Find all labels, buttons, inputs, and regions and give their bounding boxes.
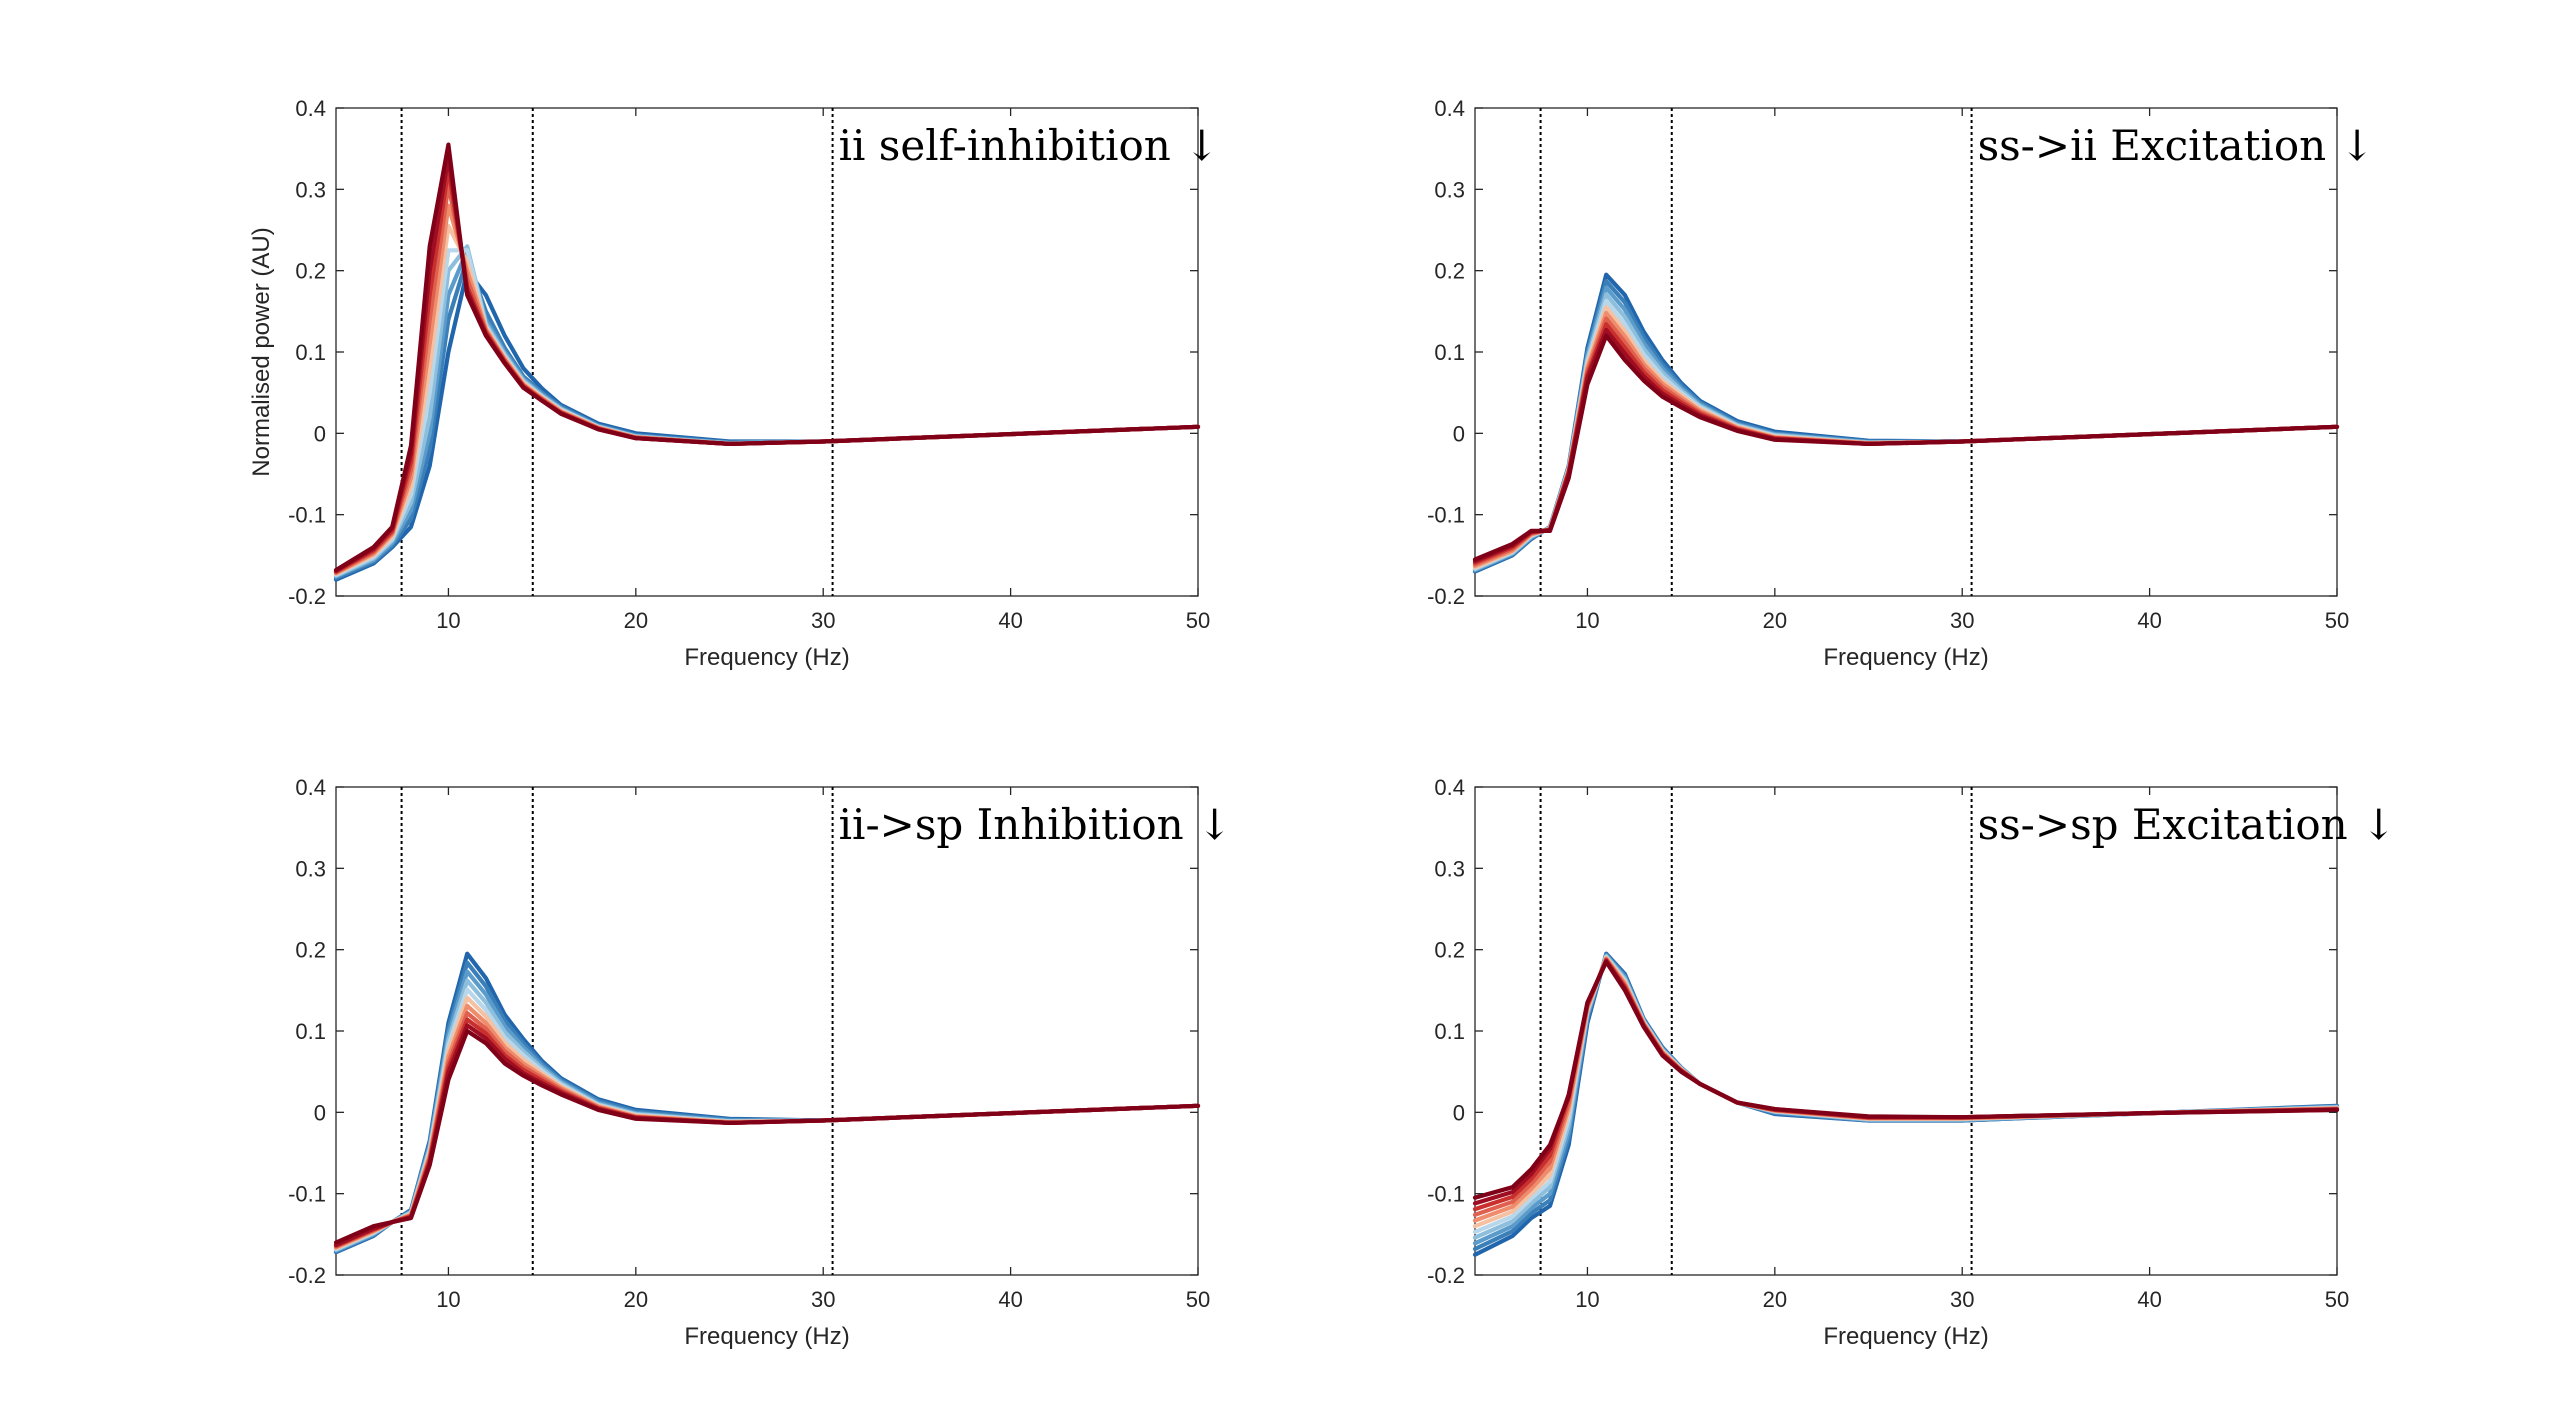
panel-title: ss->sp Excitation ↓ <box>1978 800 2397 849</box>
y-tick-label: -0.1 <box>1427 1182 1465 1207</box>
y-tick-label: 0.1 <box>1434 1019 1465 1044</box>
x-tick-label: 10 <box>1575 1287 1599 1312</box>
series-line-10 <box>1472 327 2340 564</box>
series-line-10 <box>333 1023 1201 1248</box>
series-line-8 <box>333 1010 1201 1249</box>
panel-ss-ii-excitation: 10 20 30 40 50 -0.2 -0.1 0 0.1 0.2 0.3 0.4 Frequenc… <box>1427 96 2375 671</box>
x-tick-label: 10 <box>1575 608 1599 633</box>
x-tick-label: 50 <box>1186 608 1210 633</box>
series-line-2 <box>1472 952 2340 1252</box>
x-tick-label: 20 <box>1763 608 1787 633</box>
series-line-1 <box>1472 951 2340 1257</box>
series-line-8 <box>1472 957 2340 1217</box>
series-line-7 <box>333 1003 1201 1250</box>
y-tick-label: 0.2 <box>295 938 326 963</box>
y-tick-label: 0.1 <box>295 1019 326 1044</box>
series-line-11 <box>333 142 1201 573</box>
panel-ss-sp-excitation: 10 20 30 40 50 -0.2 -0.1 0 0.1 0.2 0.3 0.4 Frequenc… <box>1427 775 2396 1350</box>
panel-ii-self-inhibition: 10 20 30 40 50 -0.2 -0.1 0 0.1 0.2 0.3 0.4 Frequenc… <box>248 96 1219 671</box>
series-line-9 <box>1472 958 2340 1212</box>
y-tick-label: 0.3 <box>295 856 326 881</box>
y-tick-label: 0 <box>1453 1100 1465 1125</box>
x-axis-label: Frequency (Hz) <box>684 1323 849 1350</box>
y-tick-label: 0.2 <box>1434 259 1465 284</box>
x-tick-label: 20 <box>624 1287 648 1312</box>
y-tick-label: 0.4 <box>1434 96 1465 121</box>
series-line-2 <box>333 256 1201 581</box>
series-line-10 <box>333 154 1201 573</box>
panel-ii-sp-inhibition: 10 20 30 40 50 -0.2 -0.1 0 0.1 0.2 0.3 0.4 Frequenc… <box>288 775 1232 1350</box>
plot-frame <box>1474 107 2338 597</box>
series-line-10 <box>1472 958 2340 1206</box>
x-tick-label: 30 <box>811 1287 835 1312</box>
y-tick-label: 0 <box>314 421 326 446</box>
x-tick-label: 40 <box>998 1287 1022 1312</box>
x-tick-label: 20 <box>1763 1287 1787 1312</box>
x-axis-label: Frequency (Hz) <box>684 644 849 671</box>
y-tick-label: 0.4 <box>295 775 326 800</box>
x-tick-label: 40 <box>2137 1287 2161 1312</box>
y-tick-label: 0.4 <box>295 96 326 121</box>
y-tick-label: 0.3 <box>1434 856 1465 881</box>
x-tick-label: 50 <box>2325 1287 2349 1312</box>
y-tick-label: 0.2 <box>1434 938 1465 963</box>
y-tick-label: 0 <box>314 1100 326 1125</box>
x-axis-label: Frequency (Hz) <box>1823 1323 1988 1350</box>
series-line-5 <box>333 248 1201 578</box>
y-tick-label: -0.2 <box>288 584 326 609</box>
x-tick-label: 50 <box>1186 1287 1210 1312</box>
x-tick-label: 50 <box>2325 608 2349 633</box>
y-tick-label: 0.2 <box>295 259 326 284</box>
y-tick-label: -0.1 <box>288 503 326 528</box>
y-tick-label: 0.1 <box>1434 340 1465 365</box>
series-line-4 <box>1472 954 2340 1240</box>
y-tick-label: 0.4 <box>1434 775 1465 800</box>
panel-title: ii self-inhibition ↓ <box>839 121 1220 170</box>
y-tick-label: -0.2 <box>1427 1263 1465 1288</box>
series-line-9 <box>333 166 1201 574</box>
y-tick-label: 0.3 <box>295 177 326 202</box>
x-tick-label: 10 <box>436 1287 460 1312</box>
y-tick-label: 0 <box>1453 421 1465 446</box>
x-tick-label: 40 <box>2137 608 2161 633</box>
series-line-3 <box>333 248 1201 579</box>
series-line-6 <box>1472 955 2340 1229</box>
series-line-9 <box>333 1017 1201 1248</box>
plot-frame <box>335 107 1199 597</box>
panel-title: ii->sp Inhibition ↓ <box>839 800 1233 849</box>
series-line-8 <box>333 183 1201 575</box>
plot-frame <box>1474 786 2338 1276</box>
panel-title: ss->ii Excitation ↓ <box>1978 121 2375 170</box>
y-tick-label: -0.2 <box>288 1263 326 1288</box>
y-tick-label: -0.1 <box>288 1182 326 1207</box>
y-axis-label: Normalised power (AU) <box>248 227 275 476</box>
series-line-1 <box>333 268 1201 582</box>
y-tick-label: -0.2 <box>1427 584 1465 609</box>
x-tick-label: 20 <box>624 608 648 633</box>
y-tick-label: -0.1 <box>1427 503 1465 528</box>
y-tick-label: 0.1 <box>295 340 326 365</box>
series-line-7 <box>1472 956 2340 1223</box>
x-tick-label: 40 <box>998 608 1022 633</box>
y-tick-label: 0.3 <box>1434 177 1465 202</box>
series-line-5 <box>1472 954 2340 1235</box>
x-tick-label: 30 <box>1950 1287 1974 1312</box>
series-line-11 <box>333 1028 1201 1245</box>
x-tick-label: 30 <box>811 608 835 633</box>
series-line-11 <box>1472 333 2340 562</box>
x-tick-label: 30 <box>1950 608 1974 633</box>
series-line-3 <box>1472 953 2340 1246</box>
series-line-11 <box>1472 959 2340 1200</box>
x-axis-label: Frequency (Hz) <box>1823 644 1988 671</box>
x-tick-label: 10 <box>436 608 460 633</box>
